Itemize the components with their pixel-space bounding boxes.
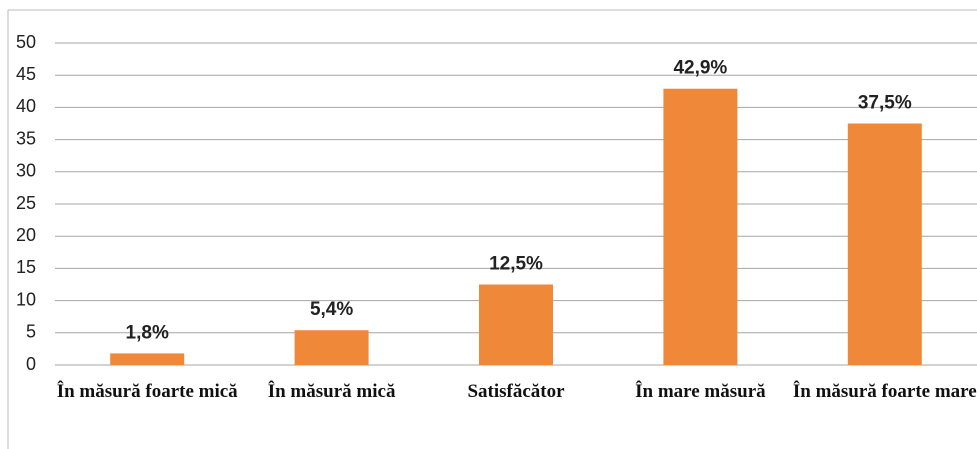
y-tick-label: 10: [16, 289, 36, 309]
y-tick-label: 5: [26, 322, 36, 342]
value-label: 12,5%: [489, 254, 543, 275]
y-tick-label: 40: [16, 96, 36, 116]
value-label: 5,4%: [310, 299, 353, 320]
y-tick-label: 0: [26, 354, 36, 374]
y-tick-label: 25: [16, 193, 36, 213]
y-tick-label: 45: [16, 64, 36, 84]
x-tick-label: În mare măsură: [635, 381, 766, 402]
x-tick-label: În măsură foarte mică: [56, 381, 238, 402]
x-tick-label: În măsură mică: [267, 381, 396, 402]
value-label: 42,9%: [673, 58, 727, 79]
bar: [294, 330, 369, 365]
value-label: 1,8%: [126, 322, 169, 343]
bar: [663, 88, 738, 365]
bar: [110, 353, 185, 365]
bar: [847, 123, 922, 365]
y-tick-label: 50: [16, 32, 36, 52]
y-tick-label: 20: [16, 225, 36, 245]
y-tick-label: 35: [16, 128, 36, 148]
y-tick-label: 15: [16, 257, 36, 277]
x-tick-label: Satisfăcător: [467, 381, 565, 402]
value-label: 37,5%: [858, 93, 912, 114]
bar: [479, 284, 553, 365]
y-tick-label: 30: [16, 161, 36, 181]
x-tick-label: În măsură foarte mare: [792, 381, 977, 402]
